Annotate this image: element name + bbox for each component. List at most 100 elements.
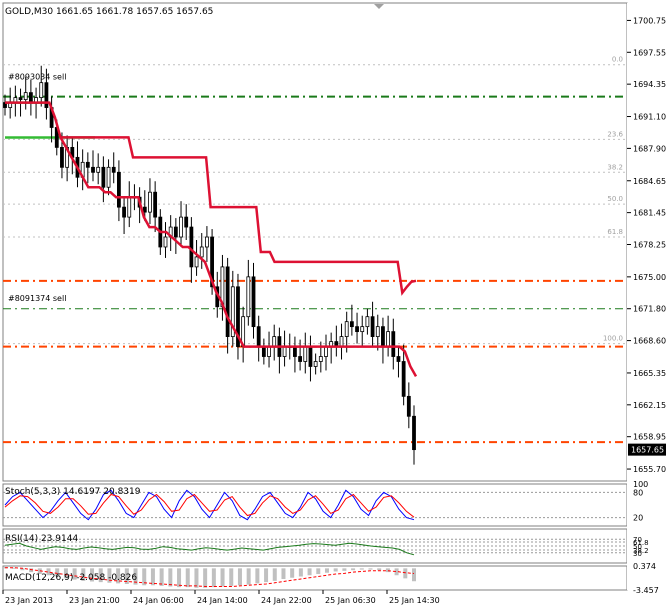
x-tick-label: 23 Jan 2013 — [5, 596, 53, 605]
candle — [303, 346, 308, 362]
candle — [313, 361, 318, 367]
macd-bar — [185, 568, 190, 588]
macd-bar — [203, 568, 208, 588]
candle — [127, 196, 132, 218]
candle — [386, 331, 391, 347]
y-tick-label: 1675.00 — [633, 273, 666, 282]
candle — [236, 286, 240, 347]
macd-bar — [368, 568, 373, 570]
macd-signal-line — [5, 567, 415, 587]
candle — [308, 346, 313, 367]
macd-bar — [72, 568, 77, 580]
macd-bar — [333, 568, 338, 572]
macd-bar — [142, 568, 147, 586]
x-tick-label: 24 Jan 22:00 — [261, 596, 312, 605]
macd-bar — [168, 568, 173, 587]
macd-bar — [272, 568, 277, 581]
fib-level-label: 100.0 — [603, 335, 623, 343]
candle — [101, 166, 106, 188]
stoch-y-tick-label: 100 — [633, 480, 648, 489]
scroll-marker-icon[interactable] — [374, 4, 384, 9]
candle — [96, 166, 101, 173]
macd-bar — [20, 568, 25, 571]
stochastic-title: Stoch(5,3,3) 14.6197 20.8319 — [5, 487, 141, 497]
candle — [375, 326, 380, 338]
current-price-label: 1657.65 — [631, 446, 664, 455]
y-tick-label: 1671.80 — [633, 305, 666, 314]
y-tick-label: 1665.35 — [633, 369, 666, 378]
y-tick-label: 1678.25 — [633, 240, 666, 249]
macd-bar — [394, 568, 399, 576]
candle — [246, 276, 251, 318]
macd-bar — [255, 568, 260, 584]
candle — [355, 326, 359, 333]
candle — [116, 171, 121, 208]
candle — [44, 82, 49, 108]
macd-bar — [29, 568, 34, 573]
candle — [282, 346, 287, 357]
macd-bar — [81, 568, 86, 581]
x-tick-label: 24 Jan 06:00 — [133, 596, 184, 605]
fib-level-label: 38.2 — [607, 163, 623, 171]
macd-bar — [237, 568, 242, 586]
current-price-box — [628, 443, 666, 456]
y-tick-label: 1697.55 — [633, 48, 666, 57]
fib-level-label: 50.0 — [607, 195, 623, 203]
right-axis-bg — [627, 3, 667, 590]
macd-bar — [264, 568, 269, 583]
candle — [194, 256, 199, 268]
candle — [85, 161, 90, 168]
candle — [261, 346, 266, 357]
x-tick-label: 24 Jan 14:00 — [197, 596, 248, 605]
macd-panel[interactable] — [3, 567, 416, 588]
macd-bar — [194, 568, 199, 588]
y-tick-label: 1700.75 — [633, 16, 666, 25]
x-tick-label: 23 Jan 21:00 — [69, 596, 120, 605]
y-tick-label: 1691.10 — [633, 113, 666, 122]
y-tick-label: 1668.60 — [633, 337, 666, 346]
candle — [360, 326, 365, 333]
candle — [381, 326, 385, 347]
y-tick-label: 1658.95 — [633, 433, 666, 442]
macd-bar — [150, 568, 155, 586]
y-tick-label: 1655.70 — [633, 465, 666, 474]
order-label: #8093034 sell — [8, 73, 66, 82]
y-tick-label: 1681.45 — [633, 209, 666, 218]
macd-bar — [63, 568, 68, 579]
candle — [153, 191, 158, 218]
stoch-frame — [2, 483, 628, 527]
macd-bar — [281, 568, 286, 579]
candle — [412, 415, 416, 451]
x-tick-label: 25 Jan 14:30 — [389, 596, 440, 605]
stoch-y-tick-label: 80 — [633, 488, 643, 497]
macd-bar — [307, 568, 312, 576]
rsi-y-tick-label: 70 — [633, 536, 642, 544]
macd-title: MACD(12,26,9) -2.058 -0.826 — [5, 573, 137, 583]
candle — [251, 276, 256, 328]
main-price-panel[interactable]: 0.0 23.6 38.2 50.0 61.8 100.0 #8093034 sell #80… — [3, 56, 627, 465]
fib-level-label: 0.0 — [612, 56, 623, 64]
candle — [184, 216, 189, 228]
macd-frame — [2, 565, 628, 591]
candle — [349, 321, 354, 328]
macd-bar — [351, 568, 356, 571]
candle — [344, 321, 349, 338]
fib-level-label: 61.8 — [607, 228, 623, 236]
x-tick-label: 25 Jan 06:30 — [325, 596, 376, 605]
macd-bar — [116, 568, 121, 584]
rsi-panel[interactable] — [3, 538, 627, 556]
candle — [28, 92, 33, 103]
candle — [60, 146, 64, 168]
candle — [230, 286, 235, 338]
stochastic-panel[interactable] — [3, 489, 627, 521]
macd-bar — [220, 568, 225, 587]
rsi-line — [4, 542, 415, 556]
macd-bar — [107, 568, 112, 583]
macd-bar — [324, 568, 329, 573]
y-tick-label: 1662.15 — [633, 401, 666, 410]
candle — [163, 236, 168, 248]
rsi-y-tick-label: 38.2 — [633, 547, 649, 555]
fib-level-label: 23.6 — [607, 130, 623, 138]
rsi-title: RSI(14) 23.9144 — [5, 534, 78, 544]
